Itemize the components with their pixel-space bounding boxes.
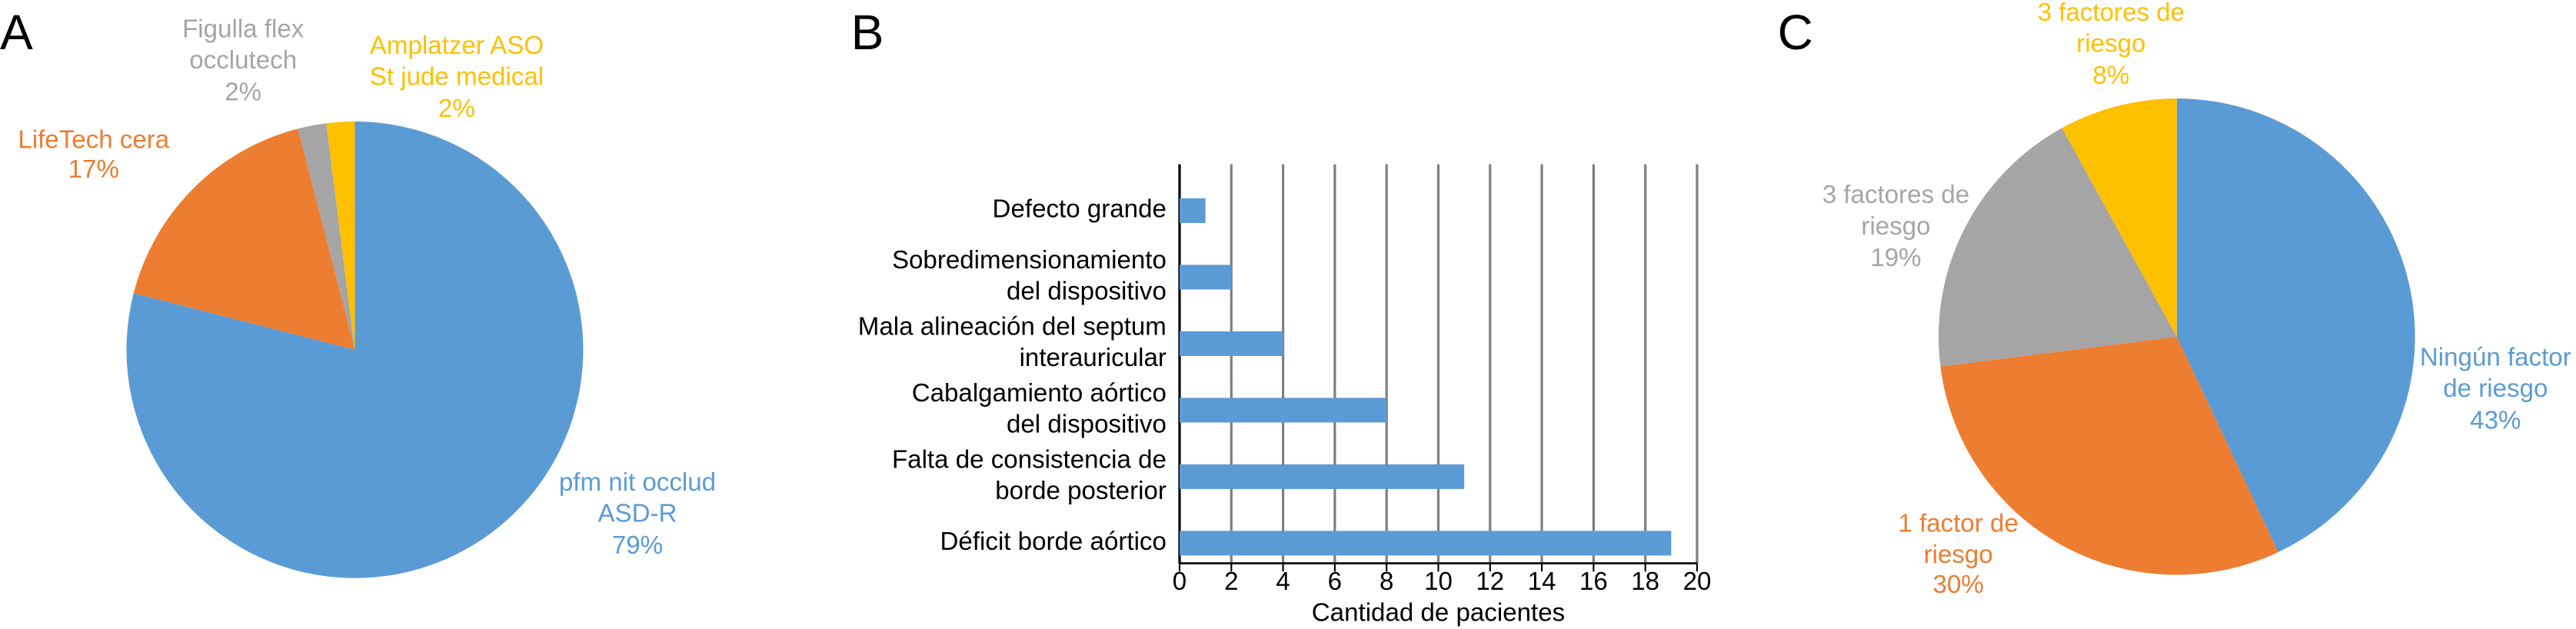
slice-value-label: 19% bbox=[1870, 244, 1921, 272]
x-tick-label: 12 bbox=[1476, 567, 1504, 596]
panel-label: A bbox=[0, 5, 33, 60]
slice-label: 1 factor de riesgo bbox=[1898, 509, 2018, 569]
slice-label: LifeTech cera bbox=[18, 125, 169, 154]
x-tick-label: 14 bbox=[1528, 567, 1556, 596]
x-tick-label: 10 bbox=[1424, 567, 1453, 596]
pie-slice bbox=[298, 123, 355, 350]
y-tick-label: Sobredimensionamiento del dispositivo bbox=[892, 246, 1167, 306]
slice-label: Amplatzer ASO St jude medical bbox=[370, 32, 544, 92]
y-tick-label: Déficit borde aórtico bbox=[940, 527, 1167, 556]
x-tick-label: 0 bbox=[1173, 567, 1186, 596]
x-tick-label: 16 bbox=[1579, 567, 1608, 596]
x-tick-label: 4 bbox=[1276, 567, 1290, 596]
bar bbox=[1179, 331, 1283, 356]
slice-label: Figulla flex occlutech bbox=[182, 15, 305, 75]
slice-label: 3 factores de riesgo bbox=[2038, 0, 2185, 58]
slice-value-label: 8% bbox=[2092, 62, 2129, 90]
pie-slice bbox=[2176, 98, 2415, 553]
pie-slice bbox=[126, 121, 584, 578]
y-tick-label: Falta de consistencia de borde posterior bbox=[892, 445, 1167, 505]
pie-slice bbox=[1940, 336, 2278, 575]
bar bbox=[1179, 531, 1672, 556]
bar bbox=[1179, 398, 1387, 423]
y-tick-label: Mala alineación del septum interauricular bbox=[858, 312, 1167, 372]
panel-label: C bbox=[1778, 5, 1813, 60]
slice-label: 3 factores de riesgo bbox=[1822, 181, 1969, 241]
x-tick-label: 2 bbox=[1224, 567, 1238, 596]
pie-slice bbox=[2062, 98, 2177, 337]
slice-value-label: 43% bbox=[2470, 407, 2521, 435]
x-axis-label: Cantidad de pacientes bbox=[1312, 599, 1565, 627]
panel-label: B bbox=[851, 5, 884, 60]
x-tick-label: 18 bbox=[1631, 567, 1659, 596]
slice-value-label: 2% bbox=[225, 78, 261, 106]
y-tick-label: Defecto grande bbox=[993, 195, 1167, 224]
x-tick-label: 8 bbox=[1380, 567, 1393, 596]
slice-value-label: 79% bbox=[612, 531, 663, 560]
slice-value-label: 2% bbox=[438, 95, 475, 123]
bar bbox=[1179, 198, 1206, 223]
slice-label: pfm nit occlud ASD-R bbox=[559, 468, 716, 528]
slice-value-label: 30% bbox=[1933, 571, 1984, 599]
slice-label: Ningún factor de riesgo bbox=[2420, 343, 2571, 403]
bar bbox=[1179, 265, 1232, 290]
x-tick-label: 6 bbox=[1328, 567, 1342, 596]
bar bbox=[1179, 464, 1465, 489]
pie-slice bbox=[133, 128, 355, 350]
slice-value-label: 17% bbox=[68, 155, 119, 184]
x-tick-label: 20 bbox=[1683, 567, 1712, 596]
pie-slice bbox=[1939, 128, 2177, 367]
pie-slice bbox=[326, 121, 355, 350]
y-tick-label: Cabalgamiento aórtico del dispositivo bbox=[912, 379, 1167, 439]
